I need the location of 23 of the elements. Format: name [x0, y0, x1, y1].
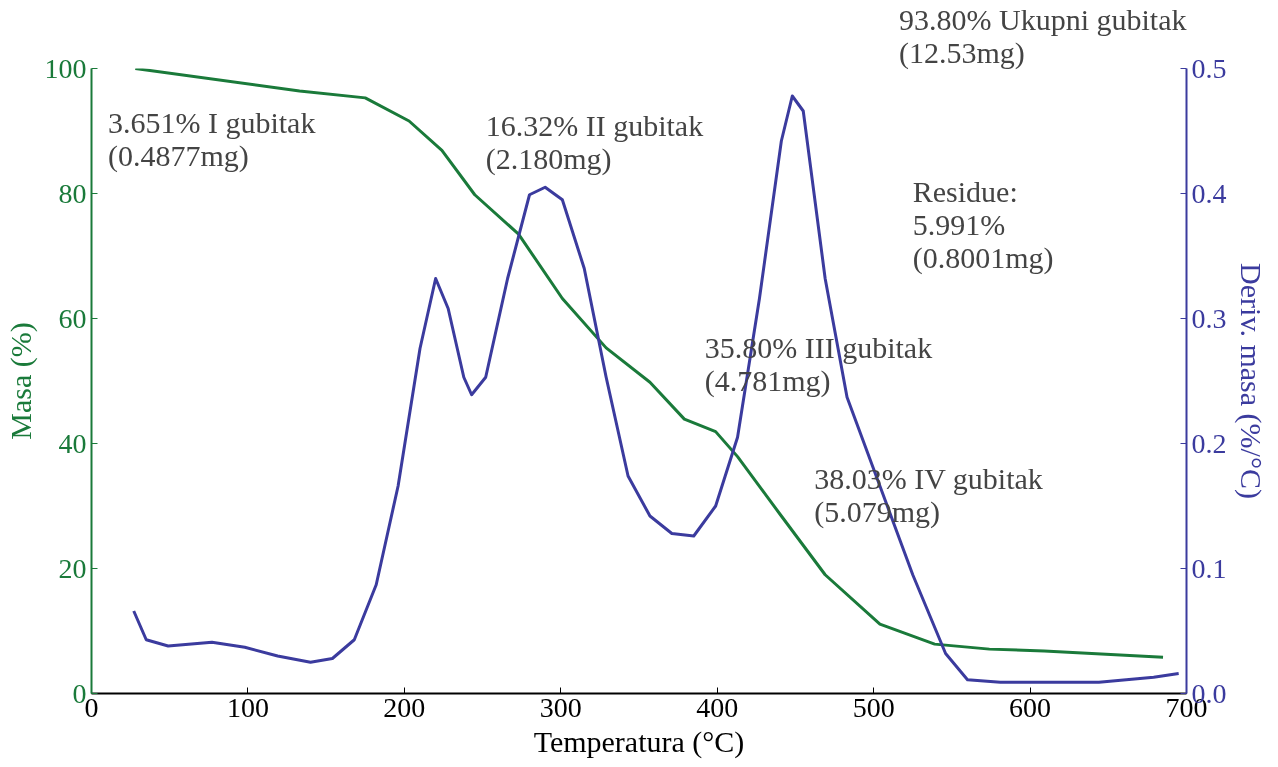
y2-tick-label: 0.3	[1191, 302, 1227, 334]
y-tick-label: 60	[58, 302, 87, 334]
annotation: 93.80% Ukupni gubitak (12.53mg)	[899, 2, 1187, 70]
x-axis-title: Temperatura (°C)	[533, 724, 745, 759]
y-tick-label: 40	[58, 427, 87, 459]
annotation: 3.651% I gubitak (0.4877mg)	[107, 106, 316, 173]
x-tick-label: 400	[696, 691, 739, 723]
x-tick-label: 600	[1009, 691, 1052, 723]
y-tick-label: 20	[58, 552, 87, 584]
x-tick-label: 200	[383, 691, 426, 723]
x-tick-label: 500	[852, 691, 895, 723]
annotation: Residue: 5.991% (0.8001mg)	[912, 174, 1054, 275]
x-tick-label: 300	[539, 691, 582, 723]
y-tick-label: 80	[58, 177, 87, 209]
x-tick-label: 100	[226, 691, 269, 723]
y2-tick-label: 0.4	[1191, 177, 1227, 209]
y2-tick-label: 0.1	[1191, 552, 1227, 584]
y-axis-title: Masa (%)	[3, 322, 38, 440]
y2-tick-label: 0.2	[1191, 427, 1227, 459]
annotation: 16.32% II gubitak (2.180mg)	[485, 109, 704, 177]
y2-tick-label: 0.5	[1191, 52, 1227, 84]
y-tick-label: 100	[44, 52, 87, 84]
y2-axis-title: Deriv. masa (%/°C)	[1233, 263, 1268, 499]
